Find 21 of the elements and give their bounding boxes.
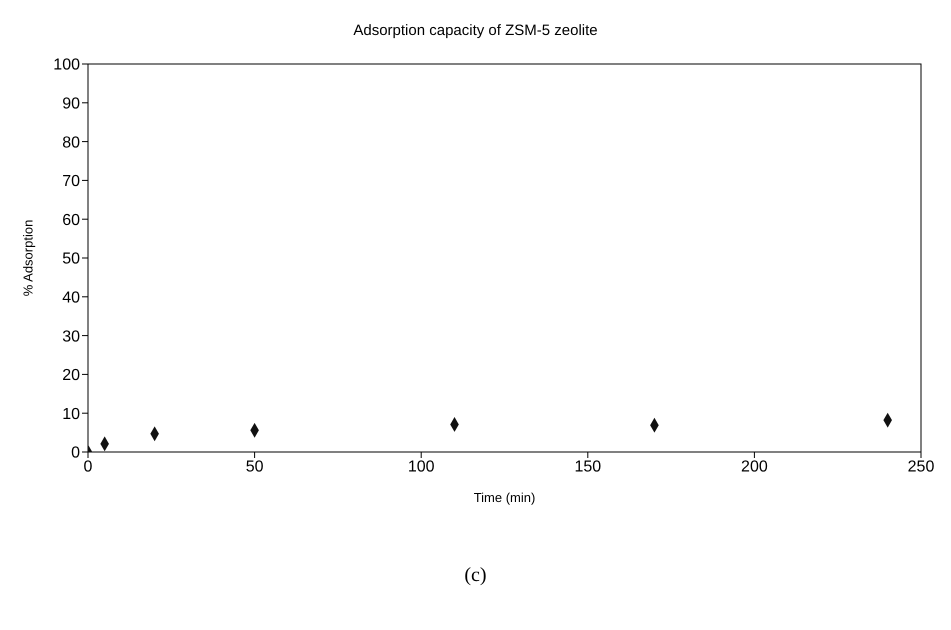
text: (c) (463, 564, 488, 587)
y-tick-label: 10 (62, 406, 80, 423)
x-tick-label: 250 (908, 458, 934, 476)
x-axis-title: Time (min) (474, 490, 536, 505)
x-tick-label: 150 (574, 458, 602, 476)
y-tick-label: 40 (62, 289, 80, 306)
y-tick-label: 100 (53, 56, 80, 74)
chart-title: Adsorption capacity of ZSM-5 zeolite (352, 21, 599, 41)
x-tick-label: 100 (408, 458, 435, 476)
x-tick-label: 0 (84, 458, 93, 476)
y-tick-label: 70 (62, 173, 80, 190)
y-tick-label: 20 (62, 367, 80, 384)
y-tick-label: 90 (62, 95, 80, 112)
y-tick-label: 30 (62, 328, 80, 346)
y-axis-title: % Adsorption (20, 220, 36, 296)
y-tick-label: 80 (62, 134, 80, 152)
y-tick-label: 50 (62, 250, 80, 268)
y-tick-label: 60 (62, 212, 80, 229)
y-tick-label: 0 (71, 444, 80, 462)
x-tick-label: 50 (246, 458, 264, 476)
x-tick-label: 200 (741, 458, 768, 476)
